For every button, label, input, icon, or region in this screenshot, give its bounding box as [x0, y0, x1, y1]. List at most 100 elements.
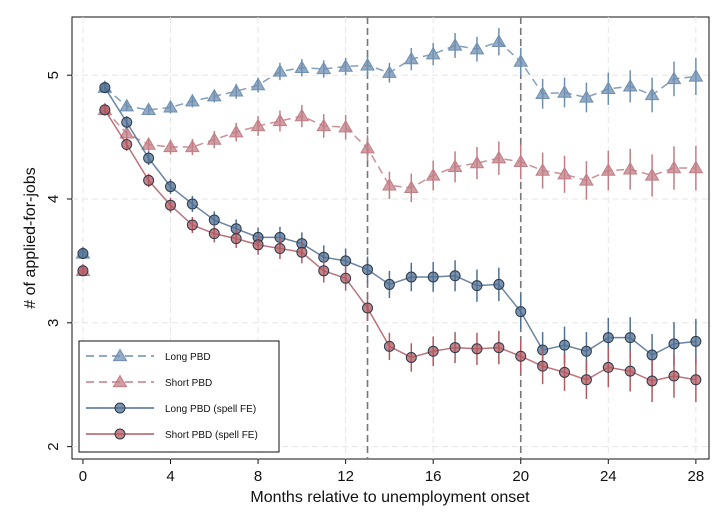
data-point [580, 345, 592, 357]
data-point [471, 343, 483, 355]
data-point [340, 255, 352, 267]
data-point [228, 124, 244, 138]
data-point [360, 57, 375, 71]
data-point [362, 264, 374, 276]
legend-marker [112, 374, 128, 388]
data-point [185, 93, 200, 107]
data-point [206, 132, 222, 145]
y-tick-label: 3 [45, 319, 62, 327]
data-point [600, 163, 616, 176]
data-point [447, 37, 463, 51]
data-point [644, 167, 660, 181]
data-point [382, 65, 397, 78]
data-point [425, 46, 441, 60]
data-point [250, 77, 266, 91]
series-3 [77, 104, 702, 403]
data-point [622, 78, 638, 92]
data-point [186, 219, 198, 231]
data-point [469, 41, 485, 55]
data-point [579, 172, 594, 186]
data-point [602, 332, 614, 344]
data-point [121, 116, 133, 128]
data-point [688, 160, 704, 174]
data-point [513, 154, 529, 168]
data-point [493, 278, 505, 290]
data-point [383, 278, 395, 290]
data-point [644, 87, 660, 101]
data-point [427, 345, 439, 357]
data-point [316, 118, 332, 132]
data-point [666, 160, 682, 174]
data-point [493, 342, 505, 354]
data-point [600, 81, 616, 94]
data-point [250, 118, 266, 132]
legend-marker [114, 428, 126, 440]
data-point [296, 246, 308, 258]
data-point [318, 265, 330, 277]
data-point [77, 247, 89, 259]
data-point [515, 350, 527, 362]
x-tick-label: 8 [254, 468, 262, 485]
data-point [559, 339, 571, 351]
data-point [274, 243, 286, 255]
data-point [294, 108, 310, 122]
data-point [449, 270, 461, 282]
data-point [602, 361, 614, 373]
data-point [185, 139, 200, 153]
data-point [141, 102, 156, 116]
data-point [230, 233, 242, 245]
data-point [491, 150, 507, 164]
data-point [425, 167, 441, 181]
data-point [119, 125, 135, 139]
data-point [165, 199, 177, 211]
legend-label: Short PBD (spell FE) [165, 430, 258, 441]
data-point [579, 89, 594, 103]
data-point [469, 155, 485, 169]
data-point [362, 302, 374, 314]
data-point [143, 152, 155, 164]
data-point [340, 272, 352, 284]
data-point [294, 60, 310, 73]
data-point [252, 239, 264, 251]
data-point [690, 374, 702, 386]
data-point [666, 71, 682, 85]
series-line [104, 40, 696, 111]
series-line [104, 109, 696, 382]
data-point [272, 113, 288, 127]
x-tick-label: 12 [337, 468, 354, 485]
series-line [104, 109, 696, 189]
series-line [104, 87, 696, 356]
legend-marker [112, 348, 128, 362]
x-tick-label: 24 [600, 468, 617, 485]
y-tick-label: 5 [45, 71, 62, 79]
legend: Long PBD Short PBD Long PBD (spell FE) Shor… [78, 340, 280, 453]
data-point [338, 59, 353, 72]
y-tick-label: 4 [45, 195, 62, 203]
data-point [471, 280, 483, 292]
x-axis-title: Months relative to unemployment onset [250, 489, 530, 506]
data-point [383, 340, 395, 352]
data-point [272, 63, 288, 77]
y-tick-label: 2 [45, 442, 62, 450]
data-point [447, 159, 463, 172]
legend-label: Short PBD [165, 378, 212, 389]
data-point [491, 34, 507, 47]
data-point [513, 54, 529, 67]
data-point [338, 119, 353, 133]
data-point [449, 342, 461, 354]
x-tick-label: 4 [166, 468, 174, 485]
data-point [580, 374, 592, 386]
legend-marker [114, 402, 126, 414]
data-point [119, 98, 135, 112]
data-point [208, 228, 220, 240]
data-point [382, 177, 397, 191]
x-tick-label: 28 [688, 468, 705, 485]
data-point [646, 349, 658, 361]
data-point [668, 370, 680, 382]
data-point [559, 366, 571, 378]
data-point [143, 174, 155, 186]
legend-label: Long PBD (spell FE) [165, 404, 256, 415]
data-point [624, 332, 636, 344]
series-2 [77, 82, 702, 377]
